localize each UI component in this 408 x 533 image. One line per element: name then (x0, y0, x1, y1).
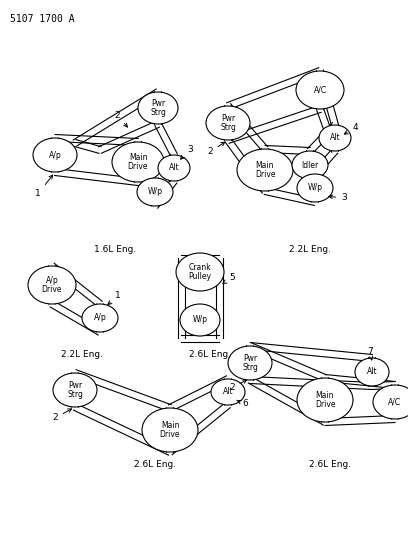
Ellipse shape (180, 304, 220, 336)
Ellipse shape (355, 358, 389, 386)
Text: W/p: W/p (308, 183, 322, 192)
Text: A/p
Drive: A/p Drive (42, 276, 62, 294)
Ellipse shape (373, 385, 408, 419)
Text: Main
Drive: Main Drive (315, 391, 335, 409)
Text: Alt: Alt (169, 164, 179, 173)
Text: 1: 1 (35, 175, 53, 198)
Text: Pwr
Strg: Pwr Strg (220, 114, 236, 132)
Ellipse shape (53, 373, 97, 407)
Text: 2: 2 (52, 409, 72, 423)
Text: Main
Drive: Main Drive (160, 421, 180, 439)
Ellipse shape (211, 379, 245, 405)
Text: Idler: Idler (302, 160, 319, 169)
Text: W/p: W/p (193, 316, 208, 325)
Text: 6: 6 (237, 400, 248, 408)
Text: Main
Drive: Main Drive (128, 152, 148, 171)
Ellipse shape (297, 174, 333, 202)
Text: 2: 2 (229, 380, 246, 392)
Ellipse shape (228, 346, 272, 380)
Ellipse shape (297, 378, 353, 422)
Ellipse shape (33, 138, 77, 172)
Ellipse shape (28, 266, 76, 304)
Text: 7: 7 (367, 348, 373, 360)
Text: Pwr
Strg: Pwr Strg (242, 354, 258, 373)
Text: Alt: Alt (223, 387, 233, 397)
Ellipse shape (138, 92, 178, 124)
Ellipse shape (137, 178, 173, 206)
Text: Pwr
Strg: Pwr Strg (150, 99, 166, 117)
Text: 2.6L Eng.: 2.6L Eng. (134, 460, 176, 469)
Text: 2: 2 (207, 142, 225, 157)
Ellipse shape (158, 155, 190, 181)
Text: 1.6L Eng.: 1.6L Eng. (94, 245, 136, 254)
Ellipse shape (237, 149, 293, 191)
Ellipse shape (82, 304, 118, 332)
Ellipse shape (176, 253, 224, 291)
Text: A/p: A/p (49, 150, 61, 159)
Text: 2.2L Eng.: 2.2L Eng. (61, 350, 103, 359)
Text: A/p: A/p (93, 313, 106, 322)
Ellipse shape (292, 151, 328, 179)
Ellipse shape (142, 408, 198, 452)
Ellipse shape (112, 142, 164, 182)
Text: 4: 4 (344, 124, 358, 134)
Text: 2.2L Eng.: 2.2L Eng. (289, 245, 331, 254)
Text: W/p: W/p (148, 188, 162, 197)
Text: Crank
Pulley: Crank Pulley (188, 263, 211, 281)
Text: Pwr
Strg: Pwr Strg (67, 381, 83, 399)
Text: 2: 2 (114, 110, 127, 127)
Text: Main
Drive: Main Drive (255, 160, 275, 179)
Text: 1: 1 (108, 292, 121, 304)
Ellipse shape (206, 106, 250, 140)
Text: Alt: Alt (367, 367, 377, 376)
Ellipse shape (296, 71, 344, 109)
Text: Alt: Alt (330, 133, 340, 142)
Text: A/C: A/C (313, 85, 326, 94)
Text: 3: 3 (181, 144, 193, 159)
Ellipse shape (319, 125, 351, 151)
Text: 3: 3 (329, 193, 347, 203)
Text: 5: 5 (223, 273, 235, 284)
Text: 5107 1700 A: 5107 1700 A (10, 14, 75, 24)
Text: A/C: A/C (388, 398, 401, 407)
Text: 2.6L Eng.: 2.6L Eng. (309, 460, 351, 469)
Text: 2.6L Eng.: 2.6L Eng. (189, 350, 231, 359)
